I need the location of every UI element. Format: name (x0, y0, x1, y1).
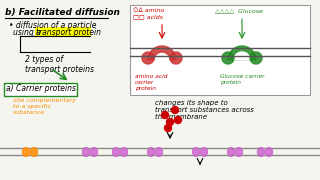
Polygon shape (142, 52, 154, 64)
Polygon shape (258, 148, 265, 156)
Polygon shape (30, 148, 37, 156)
FancyBboxPatch shape (130, 5, 310, 95)
Text: site complementary
to a specific
substance: site complementary to a specific substan… (13, 98, 76, 115)
Text: transport protein: transport protein (36, 28, 101, 37)
Circle shape (162, 111, 169, 118)
Circle shape (174, 116, 181, 123)
Polygon shape (222, 52, 234, 64)
Polygon shape (266, 148, 273, 156)
Polygon shape (228, 46, 256, 60)
Polygon shape (234, 52, 250, 60)
Polygon shape (201, 148, 208, 156)
Polygon shape (170, 52, 182, 64)
Text: b) Facilitated diffusion: b) Facilitated diffusion (5, 8, 120, 17)
Polygon shape (250, 52, 262, 64)
Circle shape (164, 125, 172, 132)
Polygon shape (121, 148, 127, 156)
Text: amino acid
carrier
protein: amino acid carrier protein (135, 74, 167, 91)
Text: • diffusion of a particle: • diffusion of a particle (9, 21, 97, 30)
Polygon shape (148, 46, 176, 60)
Text: a) Carrier proteins: a) Carrier proteins (6, 84, 76, 93)
Polygon shape (113, 148, 120, 156)
Text: using a: using a (13, 28, 43, 37)
Circle shape (166, 118, 173, 125)
Polygon shape (148, 148, 155, 156)
Polygon shape (236, 148, 243, 156)
Text: ∅∆ amino: ∅∆ amino (133, 8, 164, 13)
Polygon shape (91, 148, 98, 156)
Text: △△△△  Glucose: △△△△ Glucose (215, 8, 263, 13)
Polygon shape (22, 148, 29, 156)
Polygon shape (156, 148, 163, 156)
Text: Glucose carrier
protein: Glucose carrier protein (220, 74, 265, 85)
Polygon shape (83, 148, 90, 156)
Text: changes its shape to
transport substances across
the membrane: changes its shape to transport substance… (155, 100, 254, 120)
Circle shape (172, 107, 179, 114)
Text: □□ acids: □□ acids (133, 14, 163, 19)
Polygon shape (193, 148, 200, 156)
FancyBboxPatch shape (4, 82, 76, 96)
FancyBboxPatch shape (35, 26, 91, 35)
Polygon shape (228, 148, 235, 156)
Text: 2 types of
transport proteins: 2 types of transport proteins (25, 55, 94, 74)
